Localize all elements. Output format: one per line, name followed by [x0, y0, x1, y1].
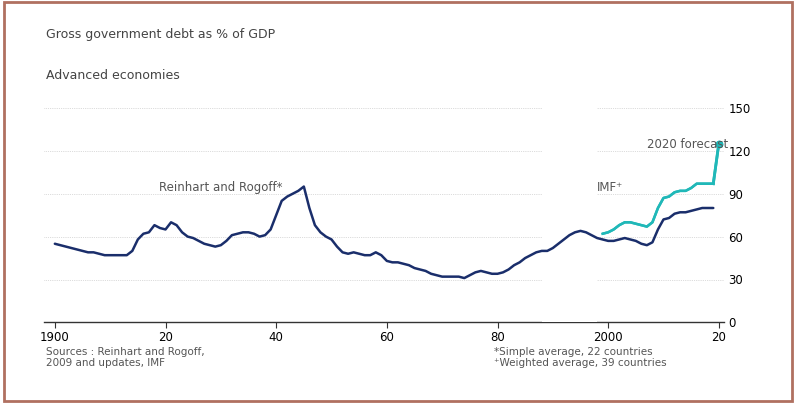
Text: IMF⁺: IMF⁺ — [597, 181, 623, 194]
Text: Advanced economies: Advanced economies — [46, 69, 180, 81]
Text: Sources : Reinhart and Rogoff,
2009 and updates, IMF: Sources : Reinhart and Rogoff, 2009 and … — [46, 347, 205, 368]
Text: *Simple average, 22 countries
⁺Weighted average, 39 countries: *Simple average, 22 countries ⁺Weighted … — [494, 347, 666, 368]
Text: Reinhart and Rogoff*: Reinhart and Rogoff* — [159, 181, 283, 194]
Bar — [542, 87, 597, 330]
Text: Gross government debt as % of GDP: Gross government debt as % of GDP — [46, 28, 275, 41]
Text: 2020 forecast: 2020 forecast — [647, 138, 728, 151]
